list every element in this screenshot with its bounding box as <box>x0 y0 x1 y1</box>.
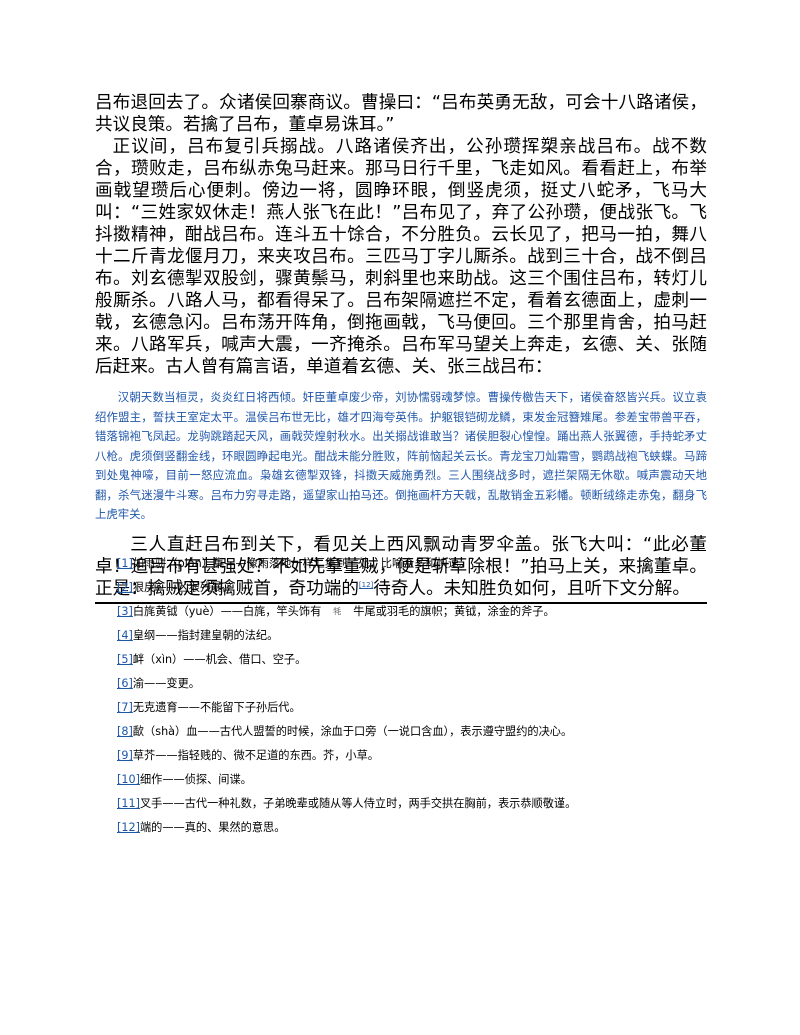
footnote-link[interactable]: [7] <box>117 701 133 714</box>
footnote-text: 叉手——古代一种礼数，子弟晚辈或随从等人侍立时，两手交拱在胸前，表示恭顺敬谨。 <box>139 797 577 810</box>
footnote-12: [12]端的——真的、果然的意思。 <box>117 820 717 836</box>
footnote-link[interactable]: [5] <box>117 653 133 666</box>
glyph-image: 牦 <box>333 607 342 616</box>
footnote-text: 皇纲——指封建皇朝的法纪。 <box>132 629 279 642</box>
footnote-link[interactable]: [3] <box>117 605 133 618</box>
paragraph-3-text-b: 待奇人。未知胜负如何，且听下文分解。 <box>373 578 690 599</box>
paragraph-3-text-a: 三人直赶吕布到关下，看见关上西风飘动青罗伞盖。张飞大叫：“此必董卓！追吕布有甚强… <box>95 534 707 599</box>
paragraph-3: 三人直赶吕布到关下，看见关上西风飘动青罗伞盖。张飞大叫：“此必董卓！追吕布有甚强… <box>95 534 707 600</box>
footnote-text: 渝——变更。 <box>132 677 200 690</box>
footnote-text: 如雨骈（pián）集——像雨落地一样汇集到一处，比喻众多和快速。 <box>132 557 471 570</box>
footnote-text: 歃（shà）血——古代人盟誓的时候，涂血于口旁（一说口含血），表示遵守盟约的决心… <box>132 725 573 738</box>
footnote-text: 端的——真的、果然的意思。 <box>139 821 286 834</box>
footnote-2: [2]狠戾——凶狠残暴。 <box>117 580 717 596</box>
footnote-text: 草芥——指轻贱的、微不足道的东西。芥，小草。 <box>132 749 379 762</box>
footnote-text: 白旄黄钺（yuè）——白旄，竿头饰有 <box>132 605 322 618</box>
footnote-link[interactable]: [1] <box>117 557 133 570</box>
paragraph-2: 正议间，吕布复引兵搦战。八路诸侯齐出，公孙瓒挥槊亲战吕布。战不数合，瓒败走，吕布… <box>95 137 707 377</box>
footnote-7: [7]无克遗育——不能留下子孙后代。 <box>117 700 717 716</box>
footnote-4: [4]皇纲——指封建皇朝的法纪。 <box>117 628 717 644</box>
footnotes: [1]如雨骈（pián）集——像雨落地一样汇集到一处，比喻众多和快速。 [2]狠… <box>117 556 717 844</box>
footnote-link[interactable]: [12] <box>117 821 140 834</box>
footnote-10: [10]细作——侦探、间谍。 <box>117 772 717 788</box>
footnote-ref-12[interactable]: [12] <box>358 580 374 589</box>
footnote-text: 衅（xìn）——机会、借口、空子。 <box>132 653 307 666</box>
footnote-8: [8]歃（shà）血——古代人盟誓的时候，涂血于口旁（一说口含血），表示遵守盟约… <box>117 724 717 740</box>
footnote-text: 细作——侦探、间谍。 <box>139 773 252 786</box>
footnote-9: [9]草芥——指轻贱的、微不足道的东西。芥，小草。 <box>117 748 717 764</box>
footnote-link[interactable]: [6] <box>117 677 133 690</box>
footnote-link[interactable]: [4] <box>117 629 133 642</box>
footnote-11: [11]叉手——古代一种礼数，子弟晚辈或随从等人侍立时，两手交拱在胸前，表示恭顺… <box>117 796 717 812</box>
footnote-1: [1]如雨骈（pián）集——像雨落地一样汇集到一处，比喻众多和快速。 <box>117 556 717 572</box>
footnote-3: [3]白旄黄钺（yuè）——白旄，竿头饰有 牦 牛尾或羽毛的旗帜；黄钺，涂金的斧子。 <box>117 604 717 620</box>
footnote-link[interactable]: [9] <box>117 749 133 762</box>
main-text: 吕布退回去了。众诸侯回寨商议。曹操曰：“吕布英勇无敌，可会十八路诸侯，共议良策。… <box>95 92 707 604</box>
paragraph-1: 吕布退回去了。众诸侯回寨商议。曹操曰：“吕布英勇无敌，可会十八路诸侯，共议良策。… <box>95 93 707 135</box>
footnote-text-cont: 牛尾或羽毛的旗帜；黄钺，涂金的斧子。 <box>353 605 555 618</box>
footnote-6: [6]渝——变更。 <box>117 676 717 692</box>
footnote-link[interactable]: [2] <box>117 581 133 594</box>
footnote-5: [5]衅（xìn）——机会、借口、空子。 <box>117 652 717 668</box>
footnote-link[interactable]: [11] <box>117 797 140 810</box>
divider <box>95 601 707 604</box>
footnote-text: 狠戾——凶狠残暴。 <box>132 581 234 594</box>
poem-block: 汉朝天数当桓灵，炎炎红日将西倾。奸臣董卓废少帝，刘协懦弱魂梦惊。曹操传檄告天下，… <box>95 390 707 521</box>
footnote-link[interactable]: [8] <box>117 725 133 738</box>
footnote-text: 无克遗育——不能留下子孙后代。 <box>132 701 301 714</box>
footnote-link[interactable]: [10] <box>117 773 140 786</box>
